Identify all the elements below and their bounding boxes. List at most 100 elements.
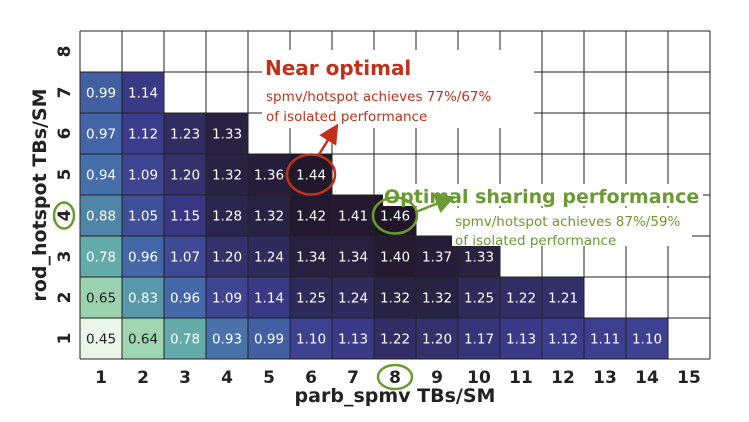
heatmap-cell <box>122 72 164 113</box>
heatmap-cell <box>290 236 332 277</box>
heatmap-cell <box>626 318 668 359</box>
cell-value-label: 1.21 <box>548 291 578 307</box>
cell-value-label: 1.20 <box>422 332 452 348</box>
heatmap-cell <box>248 154 290 195</box>
heatmap-cell <box>290 154 332 195</box>
heatmap-cell <box>248 236 290 277</box>
heatmap-cell <box>332 195 374 236</box>
cell-value-label: 0.94 <box>86 168 116 184</box>
annotation-background <box>262 50 534 128</box>
x-tick-label: 1 <box>95 368 107 388</box>
cell-value-label: 1.33 <box>212 127 242 143</box>
heatmap-cell <box>80 277 122 318</box>
cell-value-label: 1.33 <box>464 250 494 266</box>
heatmap-cell <box>332 318 374 359</box>
x-tick-label: 4 <box>221 368 233 388</box>
cell-value-label: 0.96 <box>128 250 158 266</box>
optimal-ellipse <box>371 196 419 235</box>
heatmap-cell <box>164 236 206 277</box>
cell-value-label: 0.97 <box>86 127 116 143</box>
heatmap-cell <box>374 236 416 277</box>
heatmap-cell <box>122 318 164 359</box>
cell-value-label: 1.10 <box>296 332 326 348</box>
near-optimal-title: Near optimal <box>265 56 411 80</box>
y-tick-label: 8 <box>55 46 75 58</box>
heatmap-cell <box>122 195 164 236</box>
cell-value-label: 1.17 <box>464 332 494 348</box>
y-tick-label: 4 <box>55 209 75 221</box>
x-tick-label: 11 <box>509 368 533 388</box>
x-tick-label: 10 <box>467 368 491 388</box>
heatmap-cell <box>290 318 332 359</box>
cell-value-label: 1.32 <box>254 209 284 225</box>
y-tick-label: 7 <box>55 87 75 99</box>
heatmap-cell <box>542 277 584 318</box>
x-tick-label: 3 <box>179 368 191 388</box>
annotation-background <box>383 184 703 206</box>
heatmap-cell <box>206 195 248 236</box>
cell-value-label: 0.88 <box>86 209 116 225</box>
x-tick-label: 7 <box>347 368 359 388</box>
cell-value-label: 1.13 <box>338 332 368 348</box>
cell-value-label: 1.09 <box>128 168 158 184</box>
cell-value-label: 1.25 <box>296 291 326 307</box>
y-tick-label: 6 <box>55 128 75 140</box>
cell-value-label: 1.32 <box>380 291 410 307</box>
cell-value-label: 1.36 <box>254 168 284 184</box>
x-tick-label: 5 <box>263 368 275 388</box>
cell-value-label: 1.22 <box>506 291 536 307</box>
heatmap-cell <box>248 277 290 318</box>
cell-value-label: 1.32 <box>212 168 242 184</box>
cell-value-label: 1.22 <box>380 332 410 348</box>
cell-value-label: 1.05 <box>128 209 158 225</box>
heatmap-cell <box>542 318 584 359</box>
cell-value-label: 1.12 <box>128 127 158 143</box>
cell-value-label: 1.41 <box>338 209 368 225</box>
optimal-text: of isolated performance <box>455 233 616 249</box>
heatmap-cell <box>122 236 164 277</box>
optimal-text: spmv/hotspot achieves 87%/59% <box>455 214 681 230</box>
cell-value-label: 1.42 <box>296 209 326 225</box>
y-tick-highlight-ellipse <box>52 201 76 230</box>
cell-value-label: 1.20 <box>170 168 200 184</box>
cell-value-label: 0.96 <box>170 291 200 307</box>
cell-value-label: 1.15 <box>170 209 200 225</box>
heatmap-cell <box>80 236 122 277</box>
near-optimal-arrow <box>317 123 339 156</box>
y-tick-label: 5 <box>55 169 75 181</box>
cell-value-label: 1.37 <box>422 250 452 266</box>
heatmap-cell <box>80 154 122 195</box>
cell-value-label: 1.07 <box>170 250 200 266</box>
heatmap-cell <box>122 154 164 195</box>
heatmap-cell <box>248 195 290 236</box>
near-optimal-ellipse <box>285 153 337 196</box>
cell-value-label: 1.09 <box>212 291 242 307</box>
x-axis-label: parb_spmv TBs/SM <box>295 385 496 407</box>
heatmap-cell <box>458 277 500 318</box>
cell-value-label: 1.20 <box>212 250 242 266</box>
cell-value-label: 1.10 <box>632 332 662 348</box>
heatmap-cell <box>416 277 458 318</box>
heatmap-cell <box>206 154 248 195</box>
cell-value-label: 1.25 <box>464 291 494 307</box>
cell-value-label: 1.44 <box>296 168 326 184</box>
cell-value-label: 1.14 <box>128 86 158 102</box>
cell-value-label: 1.32 <box>422 291 452 307</box>
y-tick-label: 3 <box>55 251 75 263</box>
cell-value-label: 1.13 <box>506 332 536 348</box>
heatmap-cell <box>122 277 164 318</box>
cell-value-label: 0.83 <box>128 291 158 307</box>
heatmap-cell <box>206 236 248 277</box>
heatmap-cell <box>164 318 206 359</box>
heatmap-cell <box>332 236 374 277</box>
heatmap-cell <box>332 277 374 318</box>
cell-value-label: 0.78 <box>170 332 200 348</box>
annotation-background <box>452 208 692 246</box>
cell-value-label: 0.65 <box>86 291 116 307</box>
heatmap-cell <box>374 277 416 318</box>
cell-value-label: 1.24 <box>254 250 284 266</box>
x-tick-label: 14 <box>635 368 659 388</box>
cell-value-label: 1.46 <box>380 209 410 225</box>
y-tick-label: 2 <box>55 292 75 304</box>
